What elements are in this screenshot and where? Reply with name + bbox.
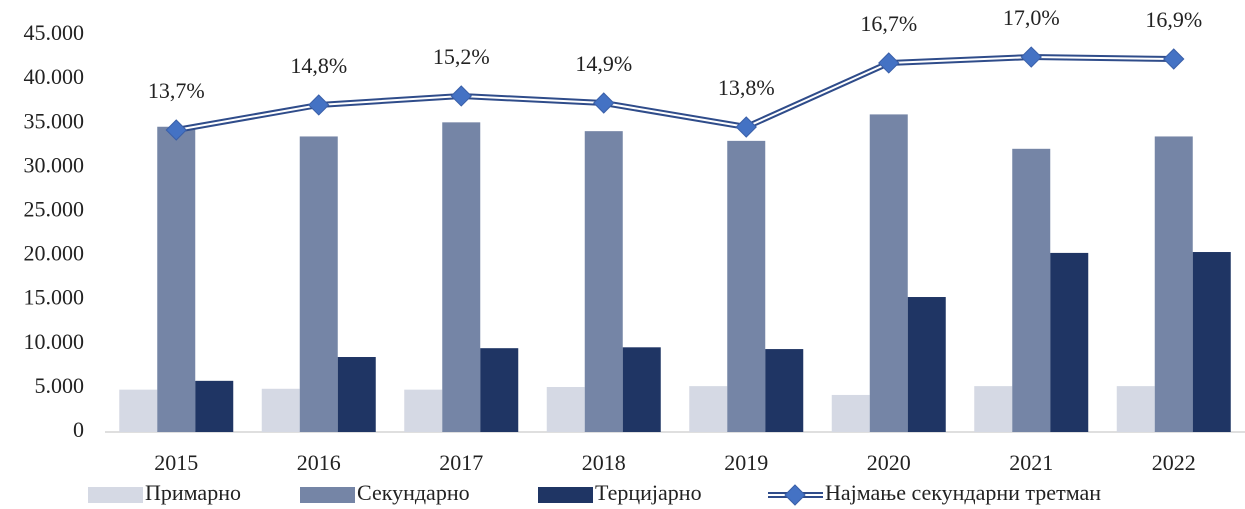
legend-label: Терцијарно bbox=[595, 480, 702, 505]
y-tick-label: 0 bbox=[73, 417, 84, 442]
bar bbox=[299, 136, 338, 432]
bar bbox=[584, 131, 623, 432]
marker bbox=[593, 92, 615, 114]
bar bbox=[907, 297, 946, 432]
y-tick-label: 25.000 bbox=[24, 196, 85, 221]
x-tick-label: 2018 bbox=[582, 450, 626, 475]
x-tick-label: 2015 bbox=[154, 450, 198, 475]
y-tick-label: 40.000 bbox=[24, 64, 85, 89]
bar bbox=[546, 387, 585, 432]
y-tick-label: 45.000 bbox=[24, 20, 85, 45]
bar bbox=[442, 122, 481, 432]
bar bbox=[195, 380, 234, 432]
bar bbox=[119, 389, 158, 432]
data-label: 16,9% bbox=[1145, 7, 1202, 32]
data-label: 14,9% bbox=[575, 51, 632, 76]
bar bbox=[337, 357, 376, 432]
marker bbox=[450, 85, 472, 107]
legend-label: Најмање секундарни третман bbox=[825, 480, 1101, 505]
y-tick-label: 5.000 bbox=[35, 373, 85, 398]
bar bbox=[727, 140, 766, 432]
bar bbox=[689, 386, 728, 432]
marker bbox=[165, 119, 187, 141]
marker bbox=[735, 116, 757, 138]
legend-swatch bbox=[538, 487, 593, 503]
legend-label: Примарно bbox=[145, 480, 241, 505]
y-tick-label: 10.000 bbox=[24, 329, 85, 354]
y-tick-label: 30.000 bbox=[24, 152, 85, 177]
y-tick-label: 15.000 bbox=[24, 285, 85, 310]
legend-swatch bbox=[300, 487, 355, 503]
x-tick-label: 2019 bbox=[724, 450, 768, 475]
bar bbox=[765, 349, 804, 432]
x-tick-label: 2020 bbox=[867, 450, 911, 475]
bar bbox=[869, 114, 908, 433]
marker bbox=[1020, 46, 1042, 68]
marker bbox=[878, 52, 900, 74]
bar bbox=[1116, 386, 1155, 432]
data-label: 16,7% bbox=[860, 11, 917, 36]
bar bbox=[831, 394, 870, 432]
bar bbox=[974, 386, 1013, 432]
y-tick-label: 35.000 bbox=[24, 108, 85, 133]
y-tick-label: 20.000 bbox=[24, 241, 85, 266]
bar bbox=[157, 126, 196, 433]
data-label: 17,0% bbox=[1003, 5, 1060, 30]
bar bbox=[480, 348, 519, 432]
bar bbox=[622, 347, 661, 432]
data-label: 14,8% bbox=[290, 53, 347, 78]
marker bbox=[1163, 48, 1185, 70]
data-label: 15,2% bbox=[433, 44, 490, 69]
bar bbox=[404, 389, 443, 432]
data-label: 13,8% bbox=[718, 75, 775, 100]
x-tick-label: 2022 bbox=[1152, 450, 1196, 475]
x-tick-label: 2021 bbox=[1009, 450, 1053, 475]
line-inner bbox=[176, 56, 1174, 131]
bar bbox=[1192, 252, 1231, 432]
x-tick-label: 2016 bbox=[297, 450, 341, 475]
bar bbox=[1012, 148, 1051, 432]
x-tick-label: 2017 bbox=[439, 450, 483, 475]
bar bbox=[261, 388, 300, 432]
legend-label: Секундарно bbox=[357, 480, 470, 505]
bar bbox=[1154, 136, 1193, 432]
bar bbox=[1050, 252, 1089, 432]
legend-swatch bbox=[88, 487, 143, 503]
data-label: 13,7% bbox=[148, 78, 205, 103]
legend-marker bbox=[784, 484, 806, 506]
marker bbox=[308, 94, 330, 116]
